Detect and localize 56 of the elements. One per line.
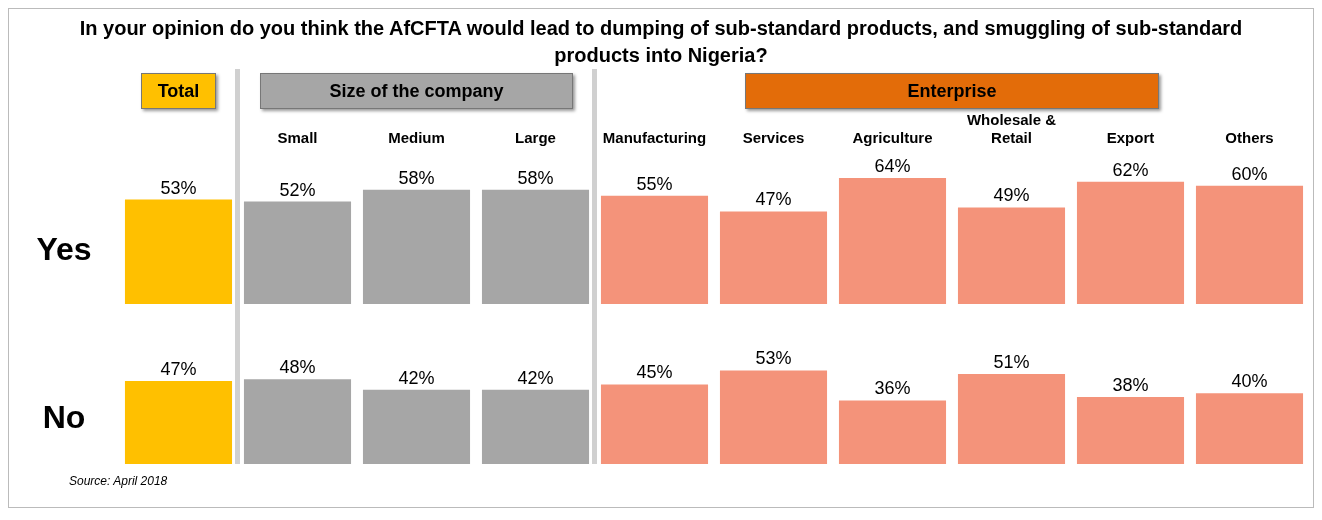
x-tick-label: Others [1225, 129, 1274, 147]
bar [1076, 181, 1185, 304]
bar [719, 211, 828, 304]
data-label: 40% [1231, 371, 1268, 392]
chart-title: In your opinion do you think the AfCFTA would lead to dumping of sub-standard products, and smuggling of sub-standard products into Nigeria? [78, 16, 1244, 68]
x-tick-label: Medium [388, 129, 445, 147]
bar [124, 199, 233, 304]
bar [1195, 393, 1304, 464]
bar [362, 389, 471, 464]
data-label: 47% [755, 189, 792, 210]
data-label: 36% [874, 378, 911, 399]
data-label: 48% [279, 357, 316, 378]
bar [957, 373, 1066, 464]
data-label: 53% [160, 177, 197, 198]
bar [362, 189, 471, 304]
data-label: 52% [279, 179, 316, 200]
data-label: 51% [993, 351, 1030, 372]
bar [1195, 185, 1304, 304]
text: Size of the company [260, 73, 573, 109]
bar [481, 189, 590, 304]
data-label: 45% [636, 362, 673, 383]
x-tick-label: Services [742, 129, 805, 147]
x-tick-label: Large [515, 129, 556, 147]
bar [838, 400, 947, 464]
data-label: 58% [398, 167, 435, 188]
bar [600, 195, 709, 304]
data-label: 49% [993, 185, 1030, 206]
data-label: 60% [1231, 163, 1268, 184]
data-label: 42% [398, 367, 435, 388]
data-label: 38% [1112, 374, 1149, 395]
x-tick-label: Wholesale & Retail [966, 111, 1057, 147]
data-label: 55% [636, 173, 673, 194]
x-tick-label: Small [277, 129, 318, 147]
source-note: Source: April 2018 [69, 474, 169, 488]
x-tick-label: Export [1106, 129, 1155, 147]
bar [600, 384, 709, 464]
bar [243, 379, 352, 464]
text: Enterprise [745, 73, 1159, 109]
series-label: Yes [36, 231, 92, 268]
bar [957, 207, 1066, 304]
x-tick-label: Manufacturing [602, 129, 707, 147]
bar [838, 177, 947, 304]
data-label: 64% [874, 155, 911, 176]
x-tick-label: Agriculture [852, 129, 933, 147]
data-label: 53% [755, 348, 792, 369]
data-label: 62% [1112, 159, 1149, 180]
bar [124, 380, 233, 464]
data-label: 47% [160, 358, 197, 379]
bar [1076, 396, 1185, 464]
text: Total [141, 73, 216, 109]
bar [481, 389, 590, 464]
bar [719, 370, 828, 464]
bar [243, 201, 352, 304]
data-label: 58% [517, 167, 554, 188]
data-label: 42% [517, 367, 554, 388]
series-label: No [42, 398, 86, 435]
